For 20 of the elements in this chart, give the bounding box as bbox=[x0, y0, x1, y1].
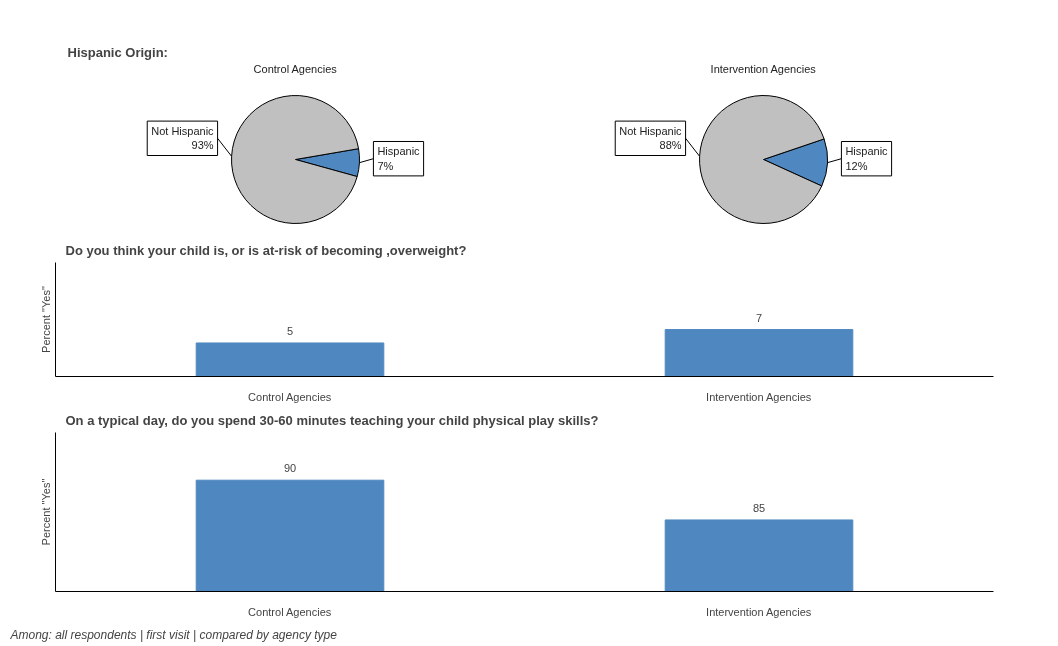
y-axis-title: Percent "Yes" bbox=[39, 286, 52, 353]
slice-label: Hispanic bbox=[845, 145, 889, 158]
data-label: 85 bbox=[752, 501, 766, 514]
text: Hispanic Origin: bbox=[67, 45, 168, 60]
chart-title: Control Agencies bbox=[253, 62, 338, 75]
data-label: 90 bbox=[283, 462, 297, 475]
slice-label: Not Hispanic bbox=[151, 125, 215, 138]
data-label: 88% bbox=[659, 139, 682, 152]
chart-title: Do you think your child is, or is at-risk of becoming ,overweight? bbox=[65, 242, 467, 258]
data-label: 7% bbox=[377, 159, 394, 172]
data-label: 7 bbox=[755, 311, 763, 324]
data-label: 12% bbox=[845, 159, 868, 172]
slice-label: Not Hispanic bbox=[619, 125, 683, 138]
chart-title: Intervention Agencies bbox=[710, 62, 817, 75]
data-label: 5 bbox=[286, 324, 294, 337]
text: Among: all respondents | first visit | compared by agency type bbox=[9, 627, 338, 642]
slice-label: Hispanic bbox=[377, 145, 421, 158]
y-axis-title: Percent "Yes" bbox=[39, 478, 52, 546]
data-label: 93% bbox=[191, 139, 214, 152]
chart-title: On a typical day, do you spend 30-60 minutes teaching your child physical play skills? bbox=[65, 412, 599, 428]
